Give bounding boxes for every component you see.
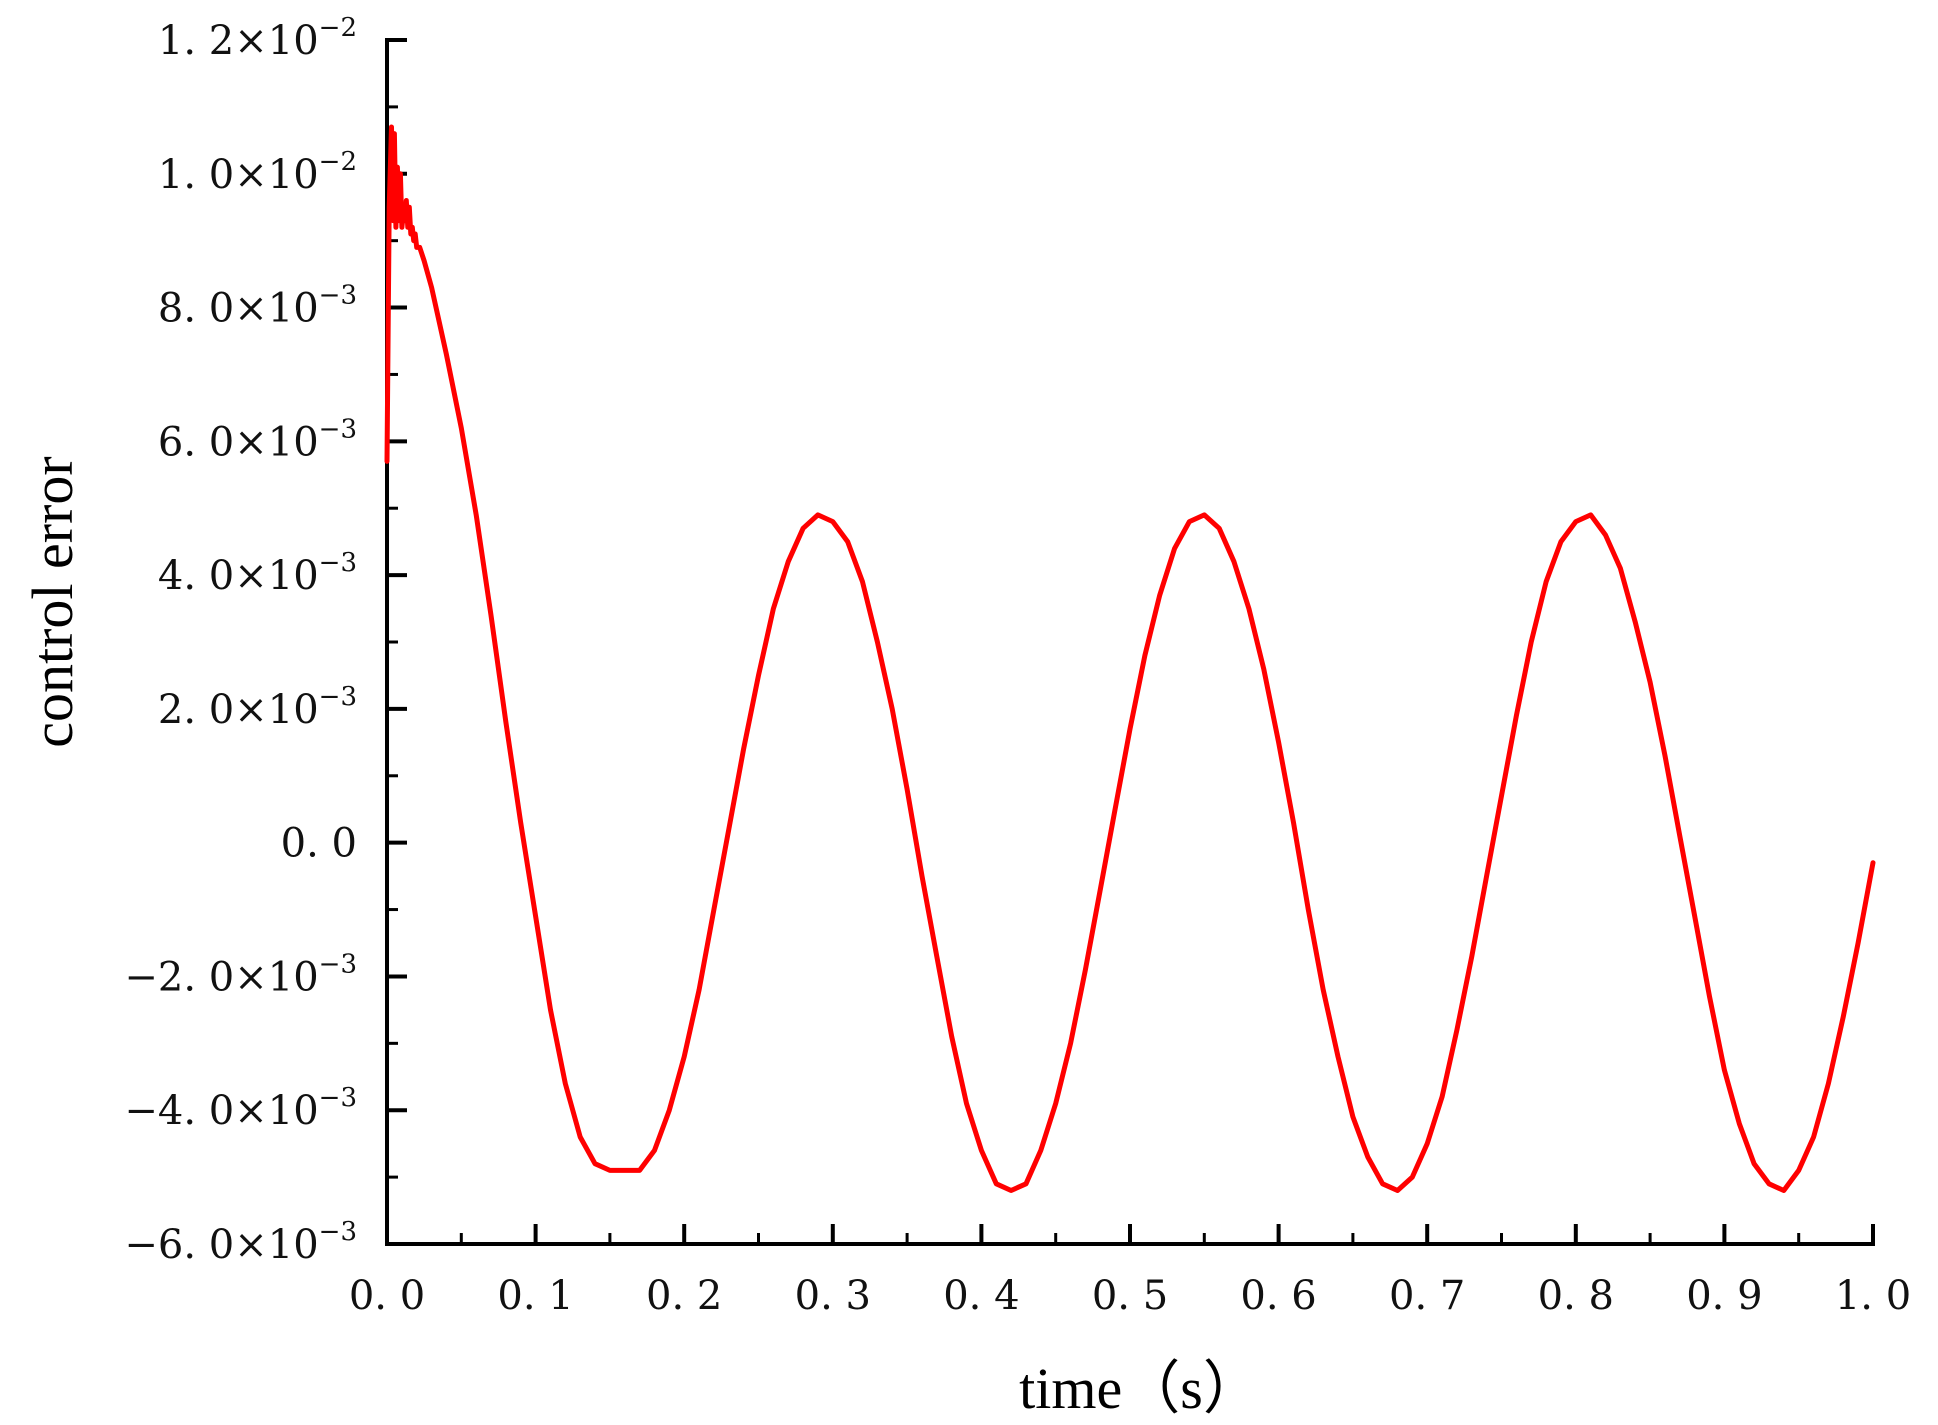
y-tick-exponent: −3	[319, 949, 357, 979]
y-tick-mantissa: −2. 0×10	[124, 954, 318, 1000]
x-tick-label: 0. 7	[1389, 1273, 1465, 1319]
y-ticks: −6. 0×10−3−4. 0×10−3−2. 0×10−30. 02. 0×1…	[124, 13, 407, 1268]
x-tick-label: 0. 3	[795, 1273, 871, 1319]
x-tick-label: 0. 2	[646, 1273, 722, 1319]
series-line	[384, 124, 1876, 1193]
x-tick-label: 0. 4	[943, 1273, 1019, 1319]
x-tick-label: 0. 9	[1686, 1273, 1762, 1319]
series-layer	[384, 124, 1876, 1193]
x-tick-label: 0. 6	[1240, 1273, 1316, 1319]
y-tick-exponent: −3	[319, 548, 357, 578]
y-tick-mantissa: 1. 2×10	[158, 18, 319, 64]
axes	[385, 38, 1875, 1246]
x-tick-label: 0. 0	[349, 1273, 425, 1319]
y-tick-label: 1. 2×10−2	[158, 13, 357, 64]
y-tick-mantissa: 1. 0×10	[158, 152, 319, 198]
y-tick-exponent: −3	[319, 281, 357, 311]
y-tick-exponent: −2	[319, 13, 357, 43]
y-tick-mantissa: 4. 0×10	[158, 553, 319, 599]
x-ticks: 0. 0 0. 1 0. 2 0. 3 0. 4 0. 5 0. 6 0. 7 0. 8 0. 9…	[349, 1224, 1911, 1319]
x-tick-label: 1. 0	[1835, 1273, 1911, 1319]
y-tick-mantissa: −6. 0×10	[124, 1222, 318, 1268]
y-tick-label: 2. 0×10−3	[158, 682, 357, 733]
x-tick-label: 0. 1	[497, 1273, 573, 1319]
y-tick-exponent: −3	[319, 1217, 357, 1247]
y-tick-label: 4. 0×10−3	[158, 548, 357, 599]
y-tick-label: −4. 0×10−3	[124, 1083, 357, 1134]
y-tick-label: 0. 0	[281, 821, 357, 867]
y-tick-exponent: −3	[319, 682, 357, 712]
x-tick-label: 0. 5	[1092, 1273, 1168, 1319]
y-tick-mantissa: 6. 0×10	[158, 419, 319, 465]
x-axis-title: time（s）	[1019, 1356, 1261, 1421]
y-tick-exponent: −3	[319, 1083, 357, 1113]
y-tick-label: −6. 0×10−3	[124, 1217, 357, 1268]
y-tick-label: −2. 0×10−3	[124, 949, 357, 1000]
y-tick-exponent: −3	[319, 414, 357, 444]
y-tick-label: 8. 0×10−3	[158, 281, 357, 332]
y-axis-title: control error	[20, 456, 85, 747]
y-tick-mantissa: −4. 0×10	[124, 1088, 318, 1134]
y-tick-label: 1. 0×10−2	[158, 147, 357, 198]
x-tick-label: 0. 8	[1538, 1273, 1614, 1319]
y-tick-exponent: −2	[319, 147, 357, 177]
y-tick-mantissa: 2. 0×10	[158, 687, 319, 733]
y-tick-label: 6. 0×10−3	[158, 414, 357, 465]
y-tick-mantissa: 0. 0	[281, 821, 357, 867]
y-tick-mantissa: 8. 0×10	[158, 286, 319, 332]
